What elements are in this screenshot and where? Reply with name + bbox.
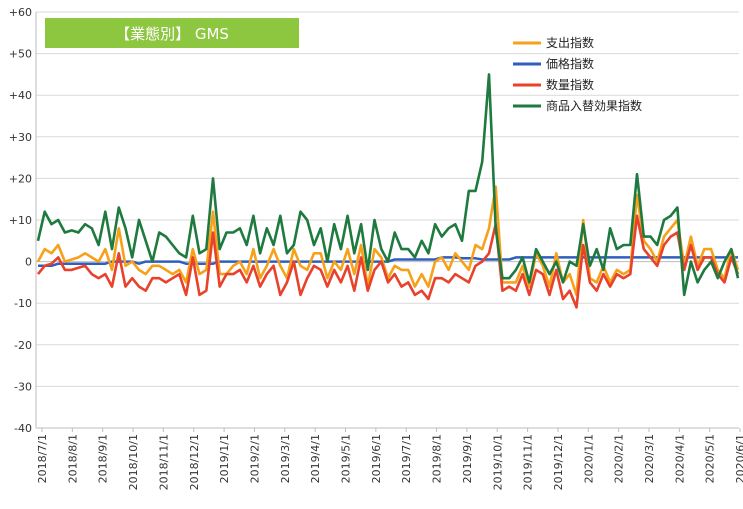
x-tick-label: 2019/2/1	[248, 434, 261, 483]
x-tick-label: 2020/5/1	[704, 434, 717, 483]
x-tick-label: 2018/8/1	[66, 434, 79, 483]
x-tick-label: 2019/9/1	[461, 434, 474, 483]
x-tick-label: 2018/11/1	[157, 434, 170, 490]
x-tick-label: 2019/5/1	[340, 434, 353, 483]
y-tick-label: +60	[9, 6, 32, 19]
x-tick-label: 2019/4/1	[309, 434, 322, 483]
y-tick-label: 0	[25, 256, 32, 269]
series-line-2	[36, 214, 740, 309]
series-line-3	[36, 73, 740, 297]
legend-label-2: 数量指数	[546, 77, 594, 92]
x-tick-label: 2019/1/1	[218, 434, 231, 483]
x-tick-label: 2019/11/1	[522, 434, 535, 490]
y-tick-label: -40	[14, 422, 32, 435]
x-tick-label: 2020/1/1	[582, 434, 595, 483]
x-tick-label: 2019/12/1	[552, 434, 565, 490]
x-tick-label: 2020/6/1	[734, 434, 743, 483]
y-tick-label: -20	[14, 339, 32, 352]
chart-title: 【業態別】 GMS	[115, 25, 229, 43]
y-tick-label: +50	[9, 48, 32, 61]
x-tick-label: 2019/10/1	[491, 434, 504, 490]
legend-label-0: 支出指数	[546, 35, 594, 50]
axis-layer: +60 +50 +40 +30 +20 +10 0 -10 -20 -30 -40 2018/7/1 2…	[9, 6, 743, 490]
legend-label-3: 商品入替効果指数	[546, 98, 642, 113]
x-tick-label: 2019/6/1	[370, 434, 383, 483]
y-tick-label: +30	[9, 131, 32, 144]
legend-label-1: 価格指数	[546, 56, 594, 71]
y-tick-label: +20	[9, 172, 32, 185]
y-tick-label: -10	[14, 297, 32, 310]
y-tick-label: +40	[9, 89, 32, 102]
x-tick-label: 2020/4/1	[673, 434, 686, 483]
y-tick-label: +10	[9, 214, 32, 227]
x-tick-label: 2019/3/1	[279, 434, 292, 483]
x-tick-label: 2018/9/1	[97, 434, 110, 483]
x-tick-label: 2019/7/1	[400, 434, 413, 483]
x-tick-label: 2020/2/1	[613, 434, 626, 483]
x-tick-label: 2018/12/1	[188, 434, 201, 490]
x-tick-label: 2018/7/1	[36, 434, 49, 483]
x-tick-label: 2020/3/1	[643, 434, 656, 483]
chart-title-box: 【業態別】 GMS	[45, 18, 299, 48]
x-tick-label: 2019/8/1	[431, 434, 444, 483]
series-layer	[36, 73, 740, 309]
y-tick-label: -30	[14, 380, 32, 393]
x-tick-label: 2018/10/1	[127, 434, 140, 490]
chart-title-background	[45, 18, 299, 48]
